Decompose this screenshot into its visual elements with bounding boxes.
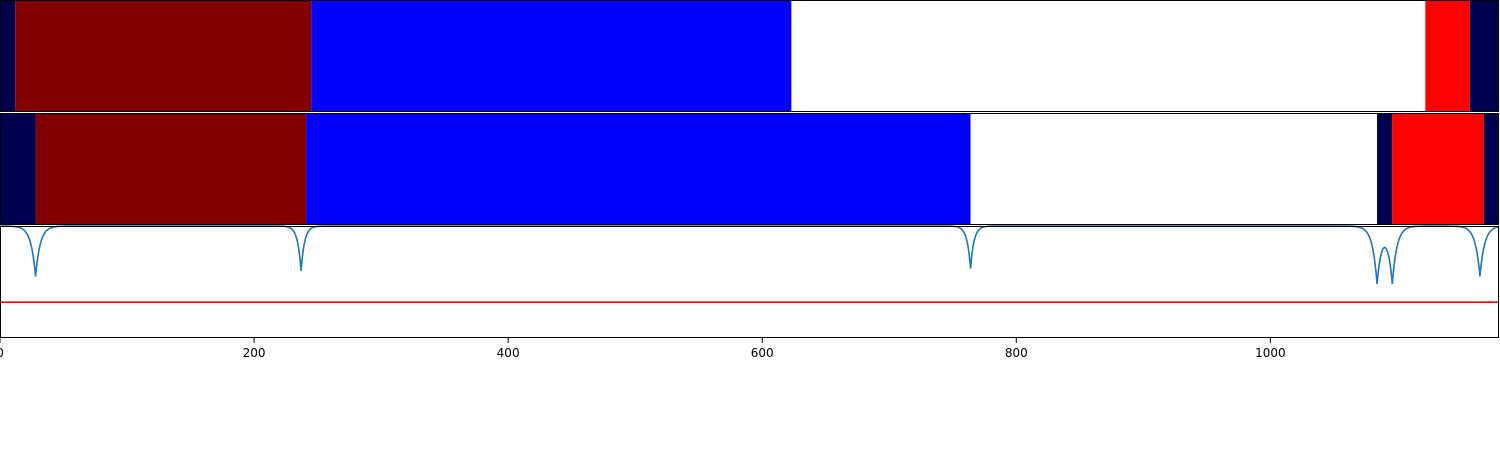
row-2-frame bbox=[0, 113, 1499, 225]
row-1-segment-5 bbox=[1425, 0, 1470, 112]
row-1-segment-4 bbox=[791, 0, 1426, 112]
row-1-segment-3 bbox=[311, 0, 792, 112]
probability-panel-frame bbox=[0, 226, 1499, 338]
segmentation-row-2 bbox=[0, 113, 1499, 225]
x-tick-label-0: 0 bbox=[0, 346, 4, 360]
row-2-segment-1 bbox=[0, 113, 36, 225]
row-2-segment-2 bbox=[35, 113, 307, 225]
boundary-probability-line bbox=[0, 225, 1500, 285]
x-tick-label-400: 400 bbox=[497, 346, 520, 360]
row-2-segment-4 bbox=[970, 113, 1378, 225]
row-1-frame bbox=[0, 0, 1499, 112]
row-2-segment-7 bbox=[1483, 113, 1499, 225]
segmentation-row-1 bbox=[0, 0, 1499, 112]
x-tick-label-600: 600 bbox=[751, 346, 774, 360]
row-2-segment-6 bbox=[1392, 113, 1484, 225]
x-tick-label-200: 200 bbox=[243, 346, 266, 360]
x-tick-label-800: 800 bbox=[1005, 346, 1028, 360]
row-1-segment-1 bbox=[0, 0, 16, 112]
x-tick-label-1000: 1000 bbox=[1255, 346, 1286, 360]
probability-panel bbox=[0, 225, 1500, 338]
row-2-segment-3 bbox=[306, 113, 971, 225]
x-axis: 0 200 400 600 800 1000 bbox=[0, 338, 1286, 360]
row-1-segment-6 bbox=[1469, 0, 1499, 112]
row-2-segment-5 bbox=[1377, 113, 1393, 225]
row-1-segment-2 bbox=[15, 0, 312, 112]
